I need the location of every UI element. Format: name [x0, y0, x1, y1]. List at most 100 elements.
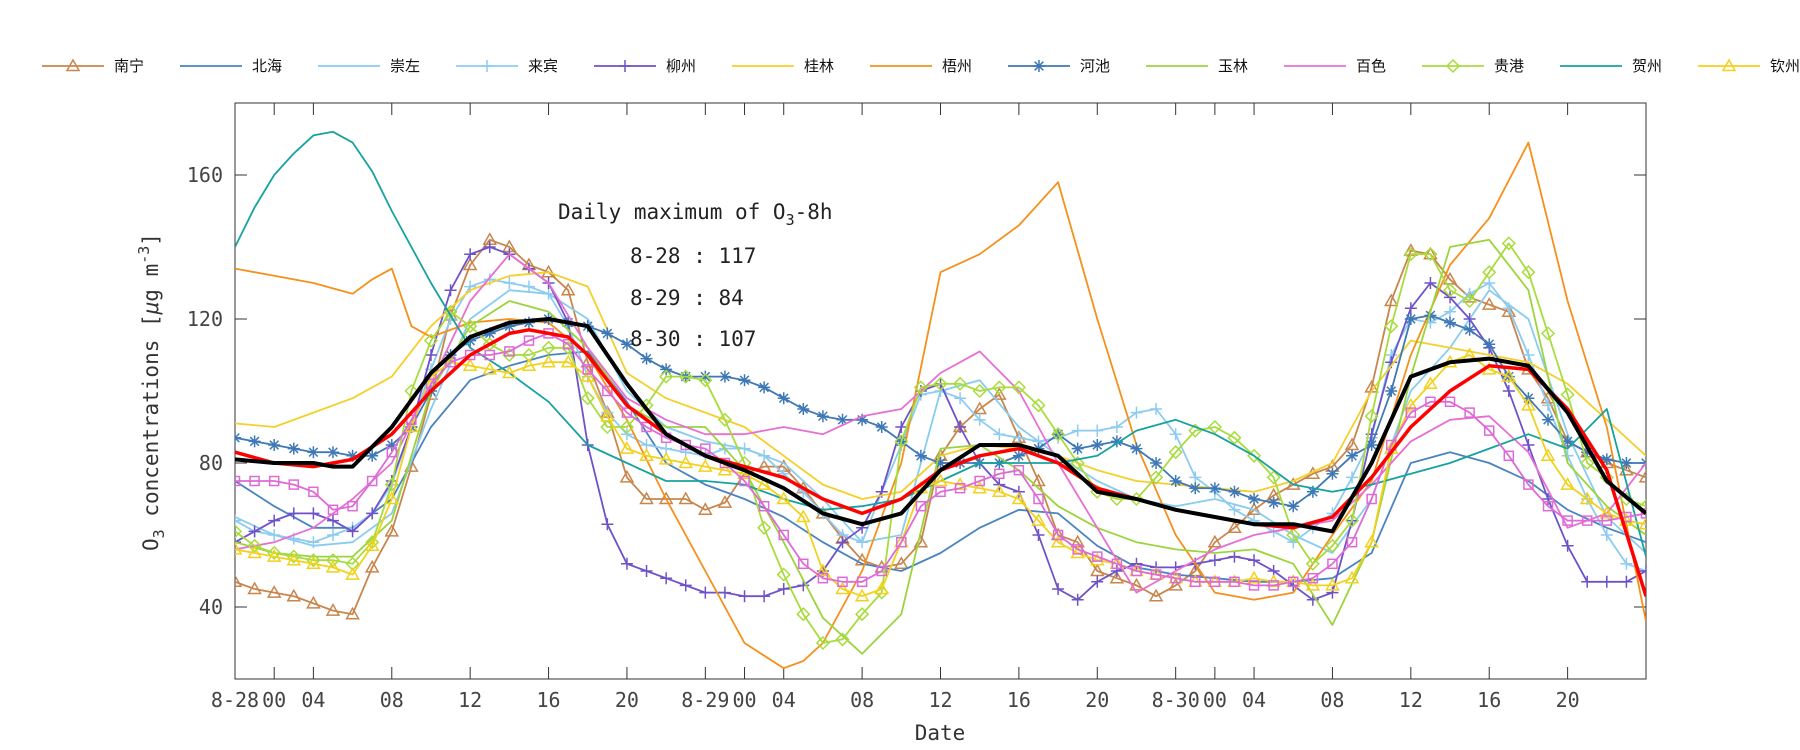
- data-point: [423, 333, 439, 348]
- data-point: [815, 563, 831, 577]
- data-point: [1579, 491, 1595, 505]
- annotation-line-0829: 8-29 : 84: [630, 286, 744, 310]
- data-point: [248, 525, 261, 538]
- data-point: [1344, 570, 1360, 584]
- data-point: [678, 491, 694, 505]
- data-point: [914, 449, 927, 462]
- x-axis-title: Date: [915, 721, 966, 745]
- data-point: [1190, 576, 1201, 588]
- data-point: [1344, 513, 1360, 528]
- data-point: [1346, 536, 1358, 548]
- data-point: [718, 586, 731, 599]
- data-point: [235, 514, 241, 527]
- data-point: [248, 435, 261, 448]
- data-point: [717, 495, 733, 508]
- data-point: [1444, 291, 1457, 304]
- data-point: [1599, 505, 1615, 519]
- data-point: [1169, 475, 1182, 487]
- data-point: [1638, 499, 1646, 514]
- data-point: [992, 380, 1007, 395]
- data-point: [1325, 577, 1340, 591]
- data-point: [464, 248, 477, 261]
- series-柳州: [235, 241, 1646, 606]
- data-point: [1326, 467, 1339, 480]
- data-point: [1209, 576, 1221, 588]
- series-line: [235, 271, 1646, 500]
- data-point: [953, 376, 968, 391]
- annotation-box: Daily maximum of O3-8h 8-28 : 117 8-29 :…: [558, 200, 833, 351]
- data-point: [678, 455, 694, 469]
- data-point: [1110, 435, 1123, 448]
- x-tick-label: 20: [615, 688, 639, 712]
- data-point: [815, 635, 830, 651]
- data-point: [934, 457, 947, 469]
- series-北海: [235, 350, 1646, 583]
- data-point: [1638, 516, 1646, 530]
- data-point: [972, 401, 987, 415]
- data-point: [1502, 302, 1515, 315]
- legend-item: 柳州: [594, 57, 696, 75]
- data-point: [1442, 283, 1458, 298]
- x-tick-label: 20: [1085, 688, 1109, 712]
- x-tick-label: 8-30: [1152, 688, 1200, 712]
- x-tick-label: 04: [772, 688, 796, 712]
- data-point: [366, 507, 379, 520]
- data-point: [235, 524, 243, 539]
- data-point: [1562, 515, 1573, 526]
- data-point: [1033, 493, 1044, 505]
- data-point: [1091, 575, 1104, 588]
- data-point: [1089, 563, 1105, 577]
- x-tick-labels: 8-28 00 04 08 12 16 20 8-29 00 04 08 12 16 20 8-30 00 04…: [211, 688, 1580, 712]
- data-point: [621, 407, 633, 418]
- data-point: [658, 451, 674, 465]
- data-point: [1640, 508, 1646, 519]
- data-point: [1246, 570, 1262, 584]
- data-point: [619, 469, 635, 483]
- data-point: [1150, 457, 1163, 469]
- legend-label: 崇左: [390, 57, 420, 75]
- x-tick-label: 12: [458, 688, 482, 712]
- data-point: [1129, 577, 1144, 591]
- data-point: [307, 536, 320, 549]
- series-layer: [235, 130, 1646, 670]
- x-tick-label: 16: [537, 688, 561, 712]
- data-point: [678, 369, 693, 384]
- x-tick-label: 8-28: [211, 688, 259, 712]
- data-point: [365, 535, 380, 550]
- legend-marker: [1721, 58, 1737, 72]
- data-point: [522, 280, 535, 293]
- data-point: [639, 448, 654, 462]
- data-point: [660, 572, 673, 585]
- data-point: [777, 583, 790, 595]
- data-point: [1208, 482, 1221, 495]
- data-point: [1424, 277, 1437, 289]
- legend-label: 贵港: [1494, 57, 1524, 75]
- data-point: [1444, 396, 1456, 408]
- series-line: [235, 328, 1646, 597]
- legend-label: 梧州: [942, 57, 972, 75]
- data-point: [1091, 424, 1104, 437]
- data-point: [776, 491, 792, 505]
- data-point: [758, 381, 771, 394]
- legend-label: 玉林: [1218, 57, 1248, 75]
- legend-label: 河池: [1080, 57, 1110, 75]
- data-point: [894, 434, 909, 449]
- data-point: [1130, 406, 1143, 419]
- data-point: [268, 529, 281, 541]
- data-point: [1285, 477, 1301, 490]
- data-point: [1092, 551, 1103, 562]
- data-point: [1326, 586, 1339, 599]
- data-point: [1228, 550, 1241, 563]
- data-point: [1287, 500, 1300, 513]
- data-point: [1561, 539, 1574, 552]
- data-point: [601, 327, 614, 340]
- data-point: [895, 421, 908, 433]
- data-point: [954, 392, 967, 405]
- data-point: [287, 507, 300, 520]
- data-point: [582, 364, 593, 375]
- data-point: [268, 514, 281, 527]
- data-point: [660, 363, 673, 376]
- data-point: [954, 482, 966, 494]
- data-point: [1640, 565, 1646, 577]
- data-point: [1052, 583, 1065, 595]
